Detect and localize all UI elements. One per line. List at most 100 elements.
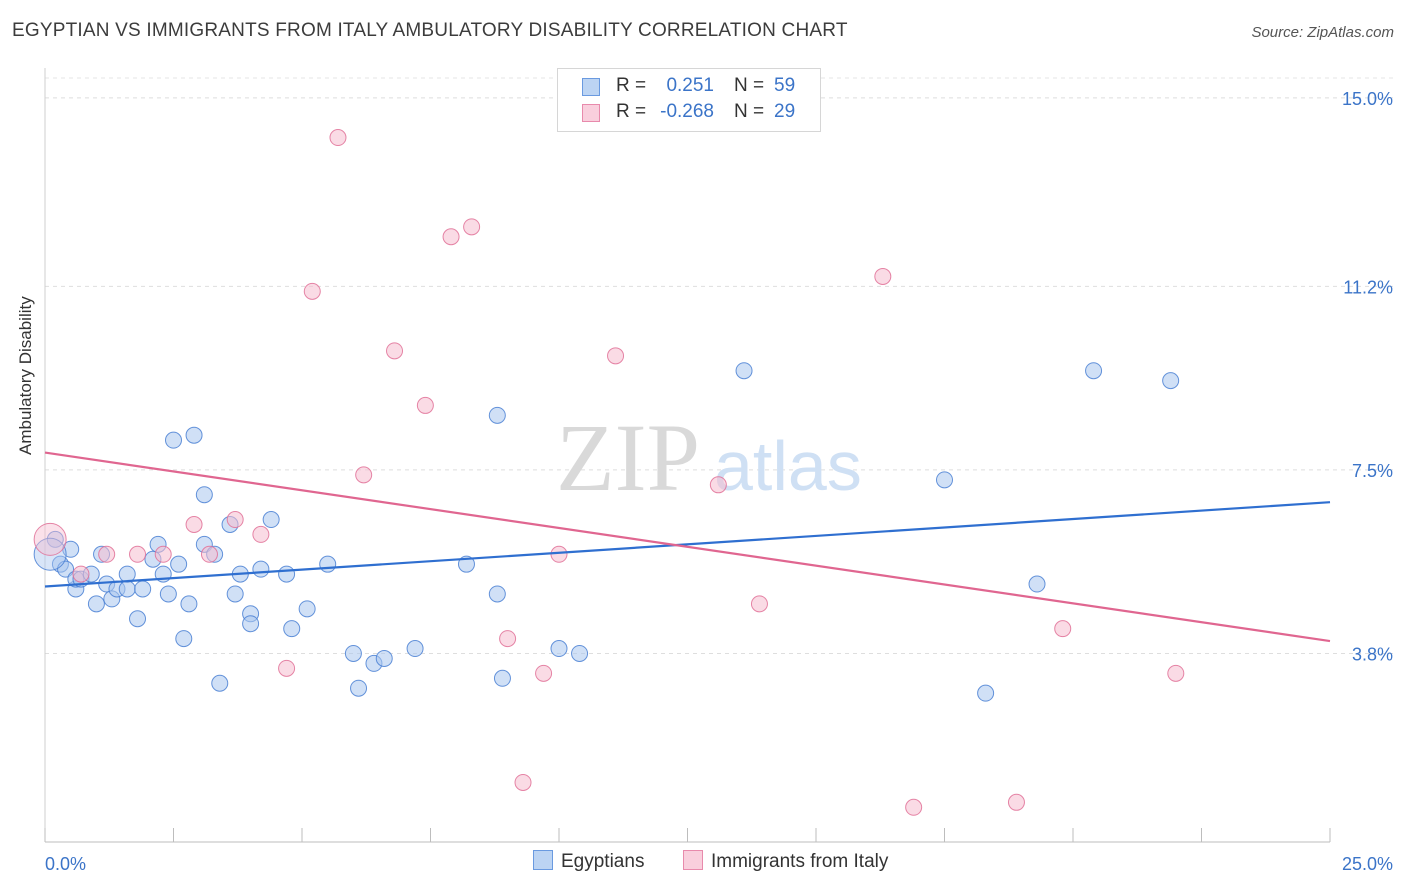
- data-point: [165, 431, 182, 449]
- data-point: [406, 640, 424, 658]
- bottom-legend-swatch-egyptians: [533, 850, 553, 870]
- data-point: [607, 347, 625, 365]
- data-point: [329, 129, 347, 147]
- data-point: [514, 773, 532, 791]
- data-point: [1028, 575, 1046, 593]
- watermark: ZIP atlas: [556, 404, 862, 511]
- data-point: [344, 644, 362, 662]
- bottom-legend-swatch-italy: [683, 850, 703, 870]
- bottom-legend-egyptians: Egyptians: [533, 850, 644, 873]
- trend-lines: [44, 451, 1331, 643]
- watermark-atlas: atlas: [714, 427, 862, 505]
- source-label: Source: ZipAtlas.com: [1251, 24, 1394, 41]
- data-point: [936, 471, 953, 489]
- data-point: [33, 522, 67, 556]
- y-tick-label: 11.2%: [1343, 277, 1393, 297]
- data-point: [129, 545, 147, 563]
- data-point: [977, 684, 995, 702]
- data-point: [175, 630, 193, 648]
- legend-n-label: N =: [734, 101, 765, 122]
- grid-lines: [45, 77, 1393, 654]
- data-point: [1007, 793, 1025, 811]
- data-point: [278, 659, 296, 677]
- data-point: [550, 640, 568, 658]
- data-point: [278, 565, 296, 583]
- bottom-legend-italy: Immigrants from Italy: [683, 850, 888, 873]
- data-point: [87, 595, 105, 613]
- data-points: [33, 129, 1185, 816]
- data-point: [319, 555, 337, 573]
- data-point: [33, 537, 67, 571]
- data-point: [905, 798, 923, 816]
- legend-r-label: R =: [616, 101, 647, 122]
- stats-legend: R = 0.251 N = 59 R = -0.268 N = 29: [557, 68, 821, 132]
- data-point: [226, 511, 244, 529]
- data-point: [874, 267, 892, 285]
- data-point: [262, 511, 280, 529]
- data-point: [98, 545, 116, 563]
- legend-n-label: N =: [734, 75, 765, 96]
- data-point: [134, 580, 152, 598]
- tick-labels: 3.8% 7.5% 11.2% 15.0% 0.0% 25.0%: [45, 89, 1393, 874]
- data-point: [488, 585, 506, 603]
- axes: [44, 68, 1331, 843]
- data-point: [709, 476, 727, 494]
- data-point: [298, 600, 316, 618]
- legend-swatch-italy: [582, 104, 600, 122]
- data-point: [442, 228, 460, 246]
- data-point: [72, 565, 90, 583]
- data-point: [571, 644, 589, 662]
- data-point: [185, 426, 203, 444]
- data-point: [735, 362, 753, 380]
- trend-line-italy: [44, 451, 1331, 643]
- data-point: [185, 515, 203, 533]
- data-point: [195, 486, 213, 504]
- data-point: [129, 610, 147, 628]
- data-point: [416, 396, 434, 414]
- data-point: [1167, 664, 1185, 682]
- data-point: [242, 615, 260, 633]
- data-point: [750, 595, 768, 613]
- data-point: [252, 560, 270, 578]
- data-point: [283, 620, 301, 638]
- data-point: [463, 218, 481, 236]
- data-point: [303, 282, 321, 300]
- y-tick-label: 3.8%: [1352, 644, 1393, 664]
- series-italy: [33, 129, 1185, 816]
- data-point: [350, 679, 368, 697]
- legend-n-value-italy: 29: [774, 101, 796, 122]
- legend-swatch-egyptians: [582, 78, 600, 96]
- data-point: [118, 580, 136, 598]
- data-point: [200, 545, 218, 563]
- data-point: [1054, 620, 1072, 638]
- data-point: [488, 406, 506, 424]
- data-point: [211, 674, 229, 692]
- data-point: [1085, 362, 1103, 380]
- data-point: [154, 545, 172, 563]
- data-point: [170, 555, 188, 573]
- data-point: [252, 525, 270, 543]
- legend-r-value-egyptians: 0.251: [666, 75, 714, 96]
- data-point: [355, 466, 373, 484]
- data-point: [159, 585, 177, 603]
- legend-r-label: R =: [616, 75, 647, 96]
- data-point: [386, 342, 404, 360]
- data-point: [375, 649, 393, 667]
- series-egyptians: [33, 362, 1180, 702]
- bottom-legend-label-italy: Immigrants from Italy: [711, 851, 889, 872]
- bottom-legend-label-egyptians: Egyptians: [561, 851, 645, 872]
- x-tick-label-min: 0.0%: [45, 854, 86, 874]
- data-point: [499, 630, 517, 648]
- data-point: [493, 669, 511, 687]
- data-point: [1162, 372, 1180, 390]
- chart-title: EGYPTIAN VS IMMIGRANTS FROM ITALY AMBULA…: [12, 20, 848, 41]
- watermark-zip: ZIP: [556, 404, 700, 511]
- y-tick-label: 15.0%: [1342, 89, 1393, 109]
- data-point: [535, 664, 553, 682]
- legend-r-value-italy: -0.268: [660, 101, 714, 122]
- data-point: [550, 545, 568, 563]
- data-point: [226, 585, 244, 603]
- trend-line-egyptians: [44, 501, 1331, 588]
- data-point: [180, 595, 198, 613]
